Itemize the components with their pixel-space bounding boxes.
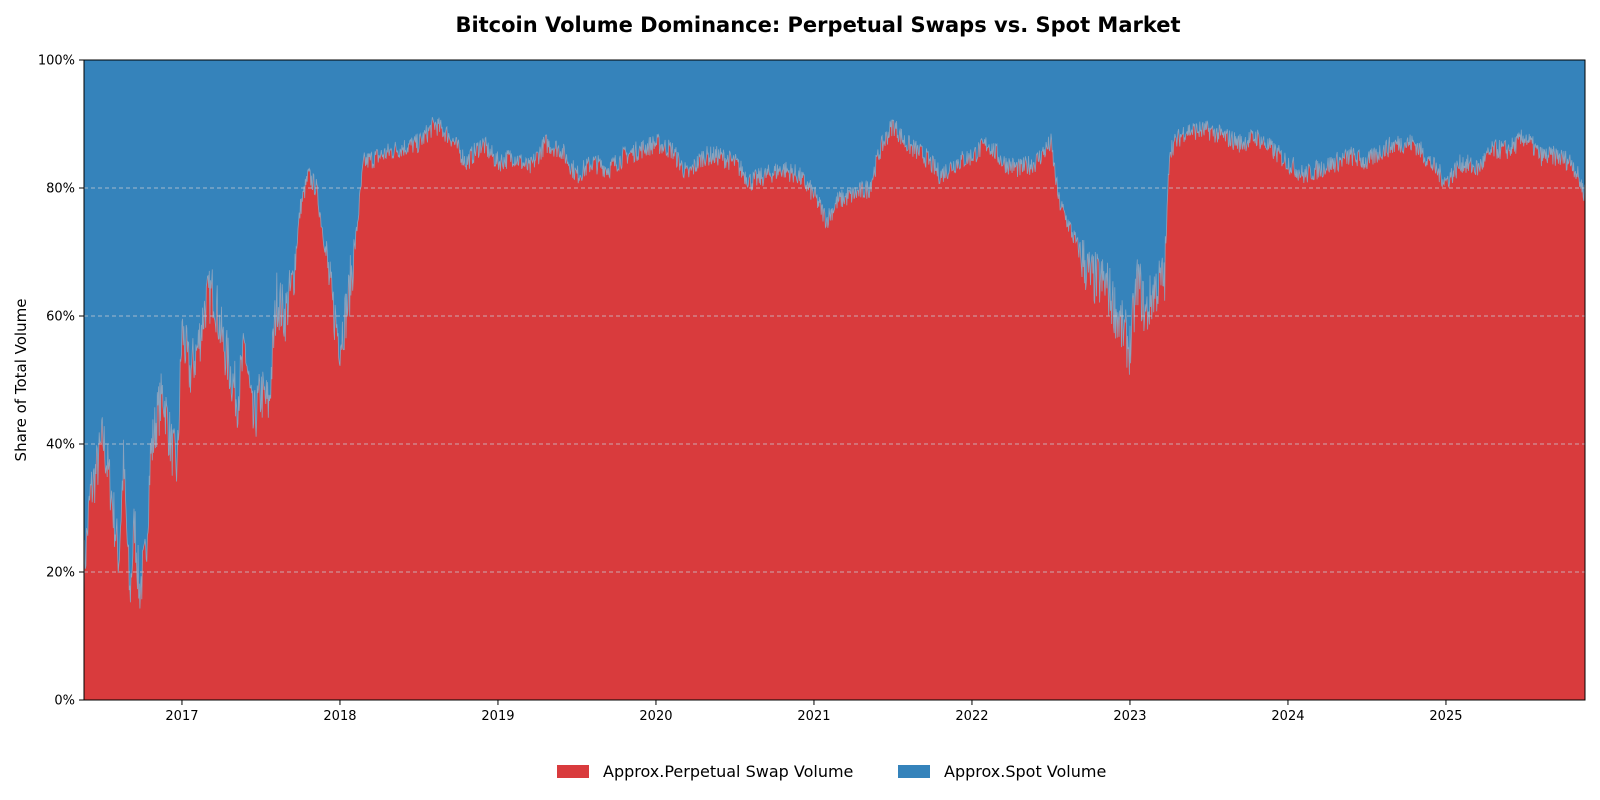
- y-axis: 0% 20% 40% 60% 80% 100%: [38, 54, 84, 709]
- chart-title: Bitcoin Volume Dominance: Perpetual Swap…: [455, 13, 1180, 37]
- grid-lines: [84, 187, 1585, 573]
- y-tick-label: 80%: [46, 182, 75, 197]
- y-tick-label: 20%: [46, 566, 75, 581]
- legend-label-perpetual: Approx.Perpetual Swap Volume: [603, 762, 853, 781]
- x-tick-label: 2023: [1113, 709, 1146, 724]
- x-tick-label: 2021: [797, 709, 830, 724]
- x-tick-label: 2020: [639, 709, 672, 724]
- x-tick-label: 2018: [323, 709, 356, 724]
- x-tick-label: 2017: [165, 709, 198, 724]
- y-axis-label: Share of Total Volume: [12, 299, 30, 462]
- legend-swatch-spot: [898, 765, 930, 778]
- x-axis: 2017 2018 2019 2020 2021 2022 2023 2024 2025: [165, 700, 1463, 724]
- plot-area: [83, 59, 1586, 701]
- perpetual-swap-volume-area: [84, 117, 1585, 701]
- legend: Approx.Perpetual Swap Volume Approx.Spot…: [557, 762, 1106, 781]
- area-boundary-line: [83, 116, 1586, 609]
- x-tick-label: 2022: [955, 709, 988, 724]
- legend-swatch-perpetual: [557, 765, 589, 778]
- plot-frame: [83, 59, 1586, 701]
- x-tick-label: 2019: [481, 709, 514, 724]
- y-tick-label: 100%: [38, 54, 75, 69]
- y-tick-label: 0%: [54, 694, 75, 709]
- y-tick-label: 60%: [46, 310, 75, 325]
- x-tick-label: 2024: [1271, 709, 1304, 724]
- y-tick-label: 40%: [46, 438, 75, 453]
- x-tick-label: 2025: [1429, 709, 1462, 724]
- legend-label-spot: Approx.Spot Volume: [944, 762, 1106, 781]
